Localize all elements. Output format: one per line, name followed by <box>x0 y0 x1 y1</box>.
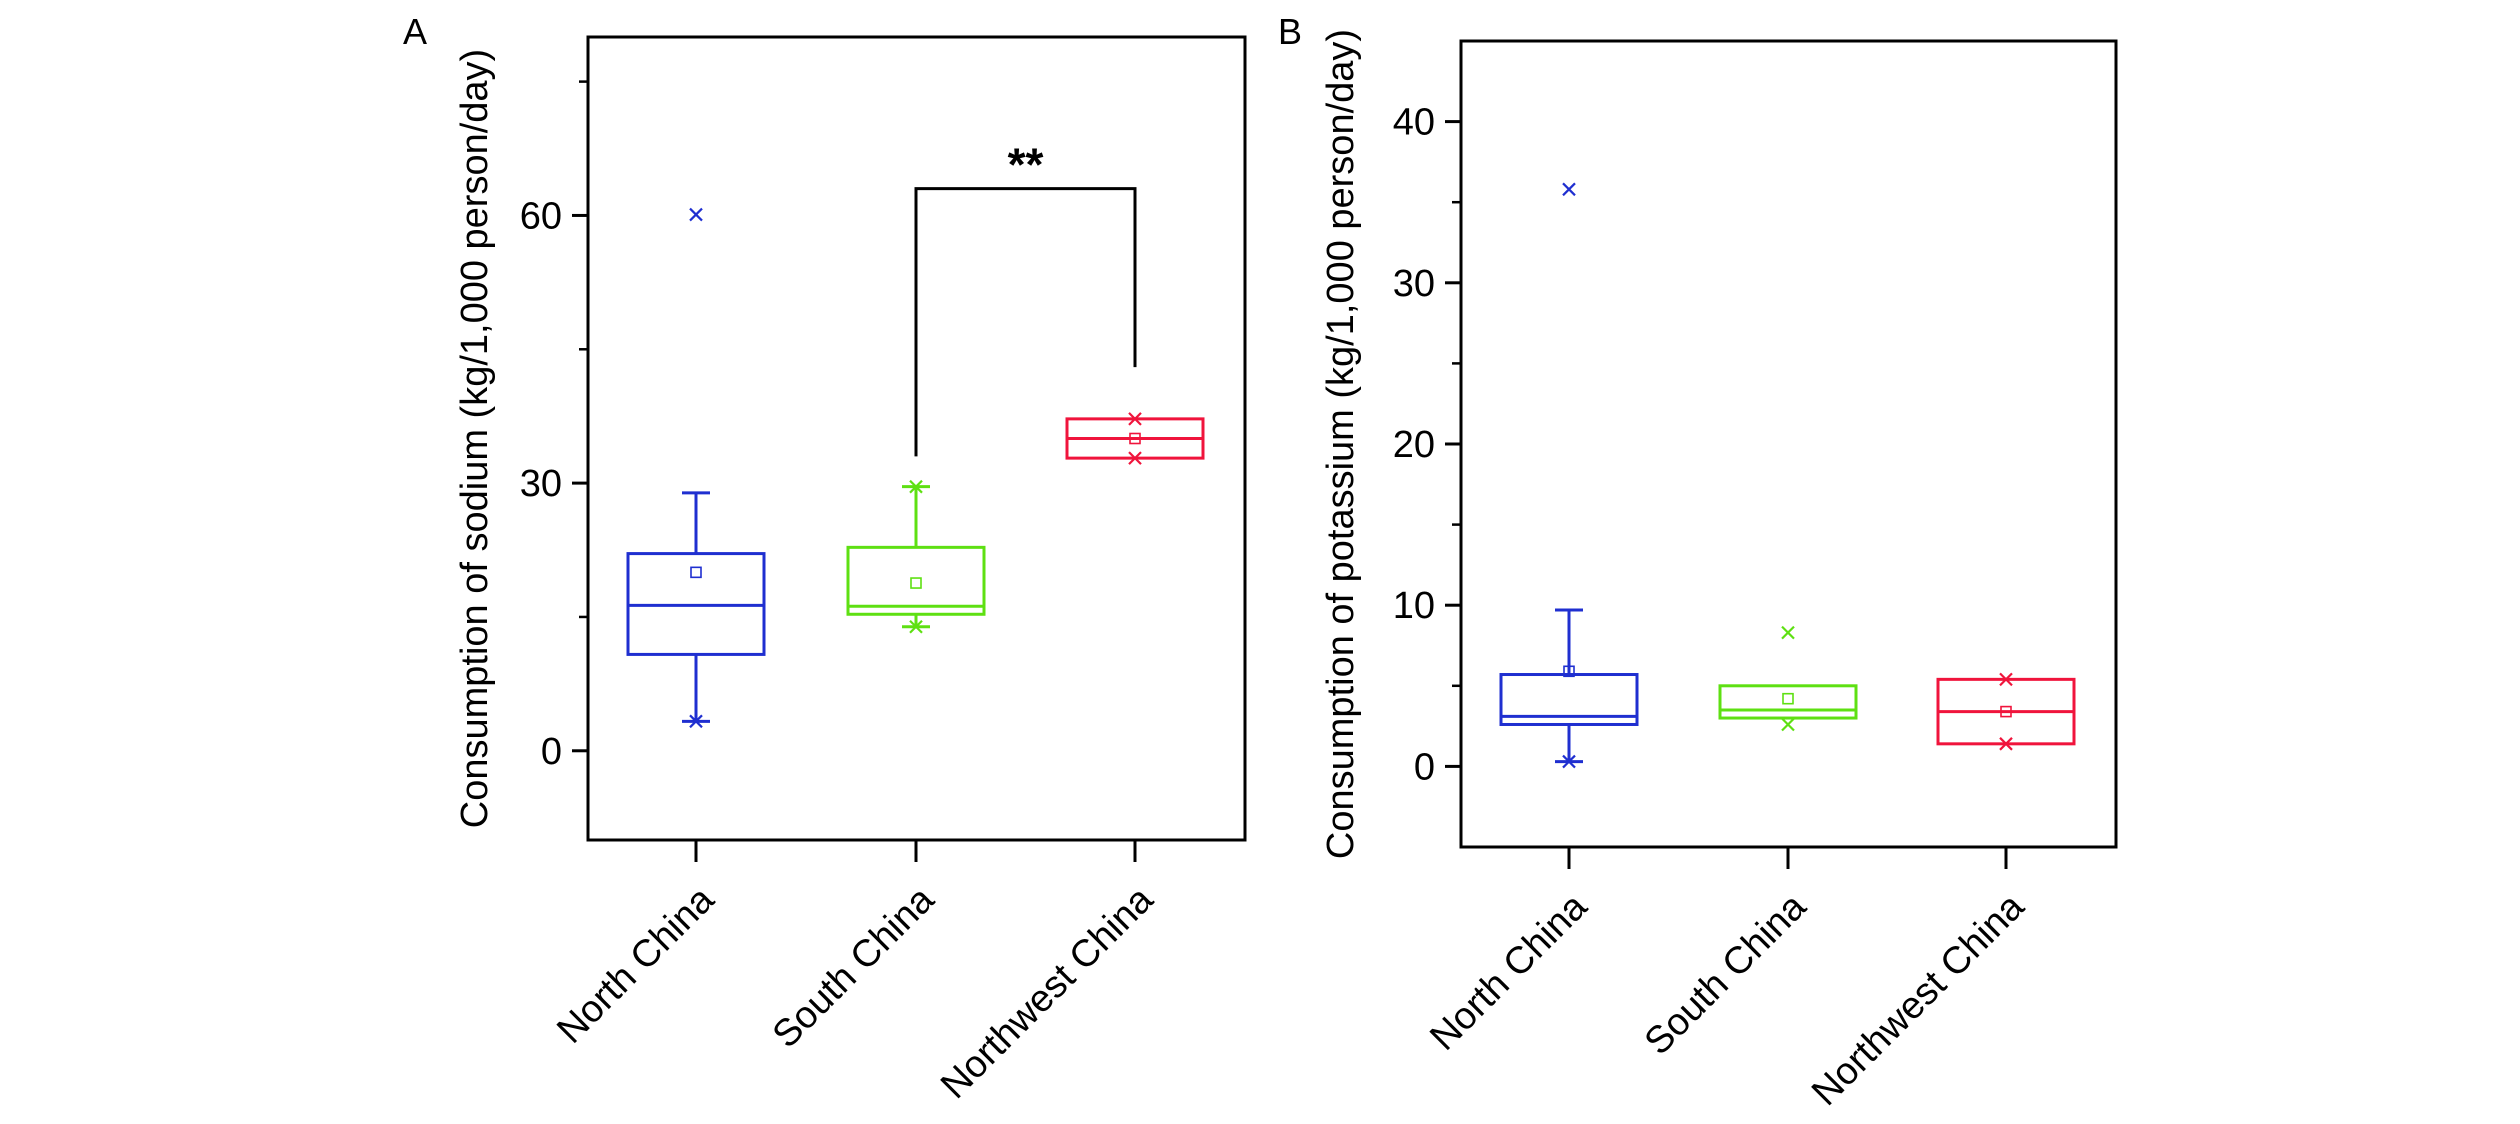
panel-label-a: A <box>403 11 427 52</box>
box-north-china-outlier-0-stroke-2 <box>689 207 703 222</box>
sodium-y-axis-title: Consumption of sodium (kg/1,000 person/d… <box>454 49 496 828</box>
box-south-china-mean <box>910 577 922 589</box>
box-south-china-iqr <box>846 545 986 616</box>
box-north-china-extreme-0-stroke-2 <box>1562 754 1576 769</box>
y-tick-label-20: 20 <box>1393 424 1435 466</box>
x-tick-label-south-china: South China <box>765 878 943 1056</box>
box-south-china-mean <box>1782 692 1794 705</box>
box-north-china-iqr <box>1499 673 1639 726</box>
box-south-china-extreme-0 <box>1781 717 1795 732</box>
box-south-china-extreme-0-stroke-2 <box>1781 717 1795 732</box>
box-north-china-mean <box>690 566 702 579</box>
box-south-china-outlier-0 <box>1781 625 1795 640</box>
sodium-panel: A 0 30 60 North China South ChinaNorthwest … <box>403 11 1247 1107</box>
box-northwest-china-extreme-1 <box>1128 412 1142 426</box>
x-tick-label-north-china: North China <box>1422 885 1596 1059</box>
box-north-china-outlier-0-stroke-2 <box>1562 182 1576 197</box>
sodium-boxes <box>626 207 1205 729</box>
potassium-y-axis: 0 10 20 30 40 <box>1393 102 1461 788</box>
panel-label-b: B <box>1278 11 1302 52</box>
box-south-china-extreme-1 <box>909 479 923 494</box>
y-tick-label-10: 10 <box>1393 585 1435 627</box>
significance-bracket: ** <box>914 139 1137 457</box>
significance-line <box>914 187 1137 457</box>
box-south-china-extreme-0-stroke-2 <box>909 619 923 634</box>
box-south-china-extreme-1-stroke-2 <box>909 479 923 494</box>
box-north-china-mean <box>1563 665 1575 678</box>
x-tick-label-north-china: North China <box>549 878 723 1052</box>
box-north-china-outlier-0 <box>1562 182 1576 197</box>
box-south-china-iqr <box>1718 684 1858 720</box>
x-tick-label-south-china: South China <box>1637 885 1815 1063</box>
x-tick-label-northwest-china: Northwest China <box>933 878 1162 1107</box>
box-northwest-china-mean <box>2000 705 2012 718</box>
box-northwest-china-mean <box>1129 432 1141 445</box>
x-tick-label-northwest-china: Northwest China <box>1804 885 2033 1114</box>
box-northwest-china-extreme-0 <box>1128 451 1142 465</box>
box-northwest-china-extreme-0 <box>1999 737 2013 751</box>
box-south-china-extreme-0 <box>909 619 923 634</box>
box-northwest-china <box>1936 672 2076 751</box>
box-northwest-china-extreme-0-stroke-2 <box>1999 737 2013 751</box>
box-northwest-china-extreme-0-stroke-2 <box>1128 451 1142 465</box>
y-tick-label-30: 30 <box>1393 263 1435 305</box>
potassium-y-axis-title: Consumption of potassium (kg/1,000 perso… <box>1320 29 1362 859</box>
box-south-china <box>1718 625 1858 732</box>
box-north-china-extreme-0-stroke-2 <box>689 714 703 729</box>
sodium-y-axis: 0 30 60 <box>520 80 588 773</box>
box-north-china <box>1499 182 1639 769</box>
box-northwest-china-extreme-1 <box>1999 672 2013 687</box>
potassium-panel: B 0 10 20 30 40 North China South ChinaNorthw… <box>1278 11 2118 1114</box>
potassium-boxes <box>1499 182 2076 769</box>
box-south-china <box>846 479 986 634</box>
box-north-china-extreme-0 <box>1562 754 1576 769</box>
y-tick-label-60: 60 <box>520 195 562 237</box>
y-tick-label-0: 0 <box>541 731 562 773</box>
box-northwest-china-extreme-1-stroke-2 <box>1999 672 2013 687</box>
box-northwest-china <box>1065 412 1205 465</box>
box-north-china <box>626 207 766 729</box>
box-north-china-outlier-0 <box>689 207 703 222</box>
y-tick-label-30: 30 <box>520 463 562 505</box>
box-north-china-extreme-0 <box>689 714 703 729</box>
box-northwest-china-extreme-1-stroke-2 <box>1128 412 1142 426</box>
significance-label: ** <box>1008 139 1044 191</box>
y-tick-label-0: 0 <box>1414 746 1435 788</box>
y-tick-label-40: 40 <box>1393 102 1435 144</box>
box-south-china-outlier-0-stroke-2 <box>1781 625 1795 640</box>
